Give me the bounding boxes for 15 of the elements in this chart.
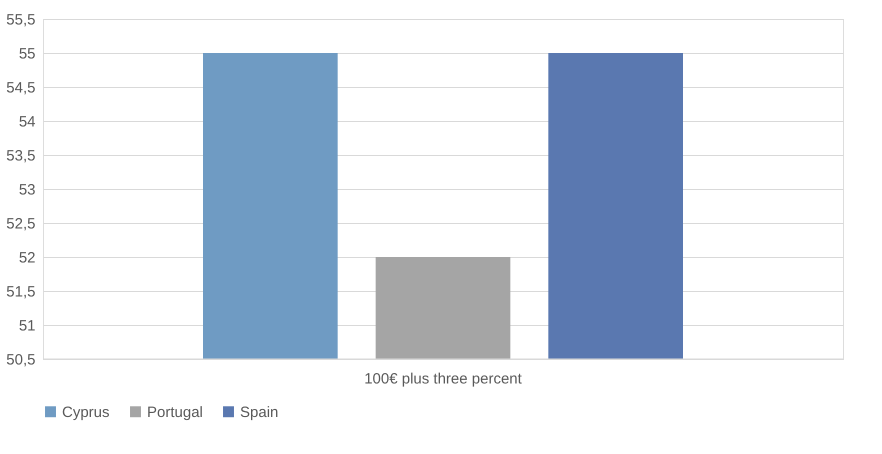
y-tick-label: 54,5 xyxy=(6,80,36,96)
y-tick-label: 53 xyxy=(18,182,36,198)
y-tick-label: 52,5 xyxy=(6,216,36,232)
legend-label: Spain xyxy=(240,404,278,421)
y-tick-label: 53,5 xyxy=(6,148,36,164)
x-tick-label: 100€ plus three percent xyxy=(364,370,523,388)
y-tick-label: 55 xyxy=(18,46,36,62)
y-tick-label: 55,5 xyxy=(6,12,36,28)
y-tick-label: 52 xyxy=(18,250,36,266)
y-tick-label: 51 xyxy=(18,318,36,334)
y-tick-label: 51,5 xyxy=(6,284,36,300)
legend-label: Cyprus xyxy=(62,404,110,421)
legend-label: Portugal xyxy=(147,404,203,421)
y-tick-label: 54 xyxy=(18,114,36,130)
y-tick-label: 50,5 xyxy=(6,352,36,368)
